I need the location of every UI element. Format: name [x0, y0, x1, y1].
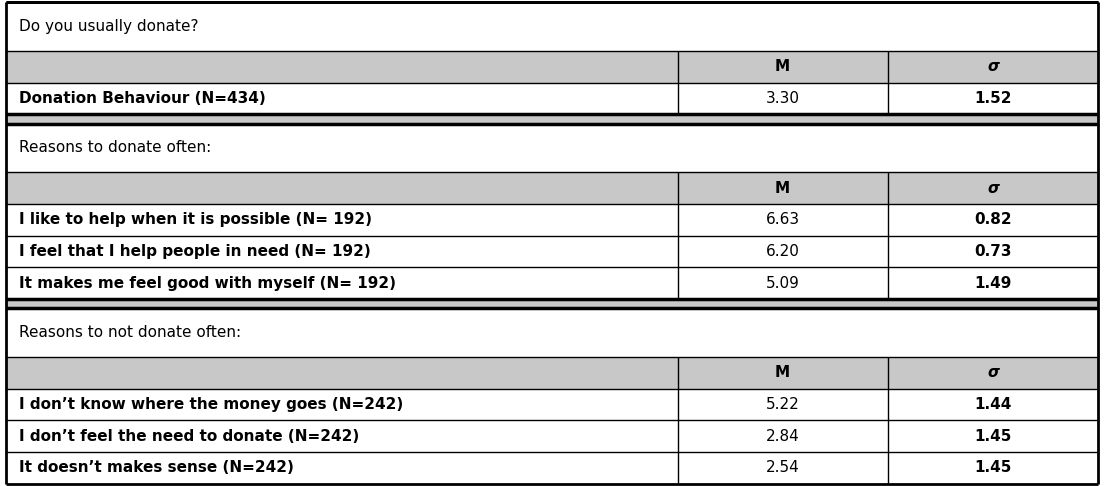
Text: 2.84: 2.84 — [766, 429, 799, 444]
Text: 1.52: 1.52 — [974, 91, 1011, 106]
Bar — [888, 388, 1098, 420]
Bar — [6, 236, 678, 267]
Bar — [678, 357, 888, 388]
Text: 5.09: 5.09 — [766, 276, 799, 291]
Bar — [6, 299, 1098, 308]
Text: M: M — [775, 181, 790, 195]
Text: I don’t know where the money goes (N=242): I don’t know where the money goes (N=242… — [19, 397, 403, 412]
Bar — [6, 123, 1098, 172]
Bar — [888, 204, 1098, 236]
Text: 1.49: 1.49 — [975, 276, 1011, 291]
Text: 1.44: 1.44 — [975, 397, 1011, 412]
Text: 6.63: 6.63 — [765, 212, 799, 227]
Text: 1.45: 1.45 — [975, 460, 1011, 475]
Bar — [888, 452, 1098, 484]
Bar — [678, 172, 888, 204]
Bar — [888, 357, 1098, 388]
Bar — [678, 388, 888, 420]
Bar — [678, 267, 888, 299]
Bar — [888, 172, 1098, 204]
Text: Reasons to not donate often:: Reasons to not donate often: — [19, 325, 241, 340]
Bar — [6, 452, 678, 484]
Bar — [6, 172, 678, 204]
Bar — [6, 51, 678, 83]
Bar — [678, 83, 888, 114]
Text: I like to help when it is possible (N= 192): I like to help when it is possible (N= 1… — [19, 212, 372, 227]
Text: 3.30: 3.30 — [765, 91, 799, 106]
Text: 0.73: 0.73 — [974, 244, 1011, 259]
Bar — [6, 83, 678, 114]
Bar — [6, 357, 678, 388]
Bar — [6, 267, 678, 299]
Text: I feel that I help people in need (N= 192): I feel that I help people in need (N= 19… — [19, 244, 371, 259]
Text: Do you usually donate?: Do you usually donate? — [19, 19, 199, 34]
Bar — [678, 236, 888, 267]
Text: 1.45: 1.45 — [975, 429, 1011, 444]
Text: I don’t feel the need to donate (N=242): I don’t feel the need to donate (N=242) — [19, 429, 359, 444]
Bar — [888, 51, 1098, 83]
Text: 0.82: 0.82 — [974, 212, 1012, 227]
Bar — [6, 204, 678, 236]
Text: 2.54: 2.54 — [766, 460, 799, 475]
Text: M: M — [775, 365, 790, 380]
Bar — [888, 236, 1098, 267]
Text: It doesn’t makes sense (N=242): It doesn’t makes sense (N=242) — [19, 460, 294, 475]
Bar — [6, 388, 678, 420]
Bar — [6, 2, 1098, 51]
Bar — [678, 51, 888, 83]
Bar — [6, 308, 1098, 357]
Text: 5.22: 5.22 — [766, 397, 799, 412]
Text: 6.20: 6.20 — [766, 244, 799, 259]
Bar — [678, 204, 888, 236]
Bar — [888, 83, 1098, 114]
Bar — [6, 420, 678, 452]
Text: Donation Behaviour (N=434): Donation Behaviour (N=434) — [19, 91, 266, 106]
Text: M: M — [775, 59, 790, 74]
Bar — [888, 267, 1098, 299]
Bar — [6, 114, 1098, 123]
Text: It makes me feel good with myself (N= 192): It makes me feel good with myself (N= 19… — [19, 276, 395, 291]
Text: σ: σ — [987, 59, 999, 74]
Text: σ: σ — [987, 365, 999, 380]
Text: Reasons to donate often:: Reasons to donate often: — [19, 140, 211, 156]
Bar — [678, 452, 888, 484]
Bar — [888, 420, 1098, 452]
Text: σ: σ — [987, 181, 999, 195]
Bar — [678, 420, 888, 452]
